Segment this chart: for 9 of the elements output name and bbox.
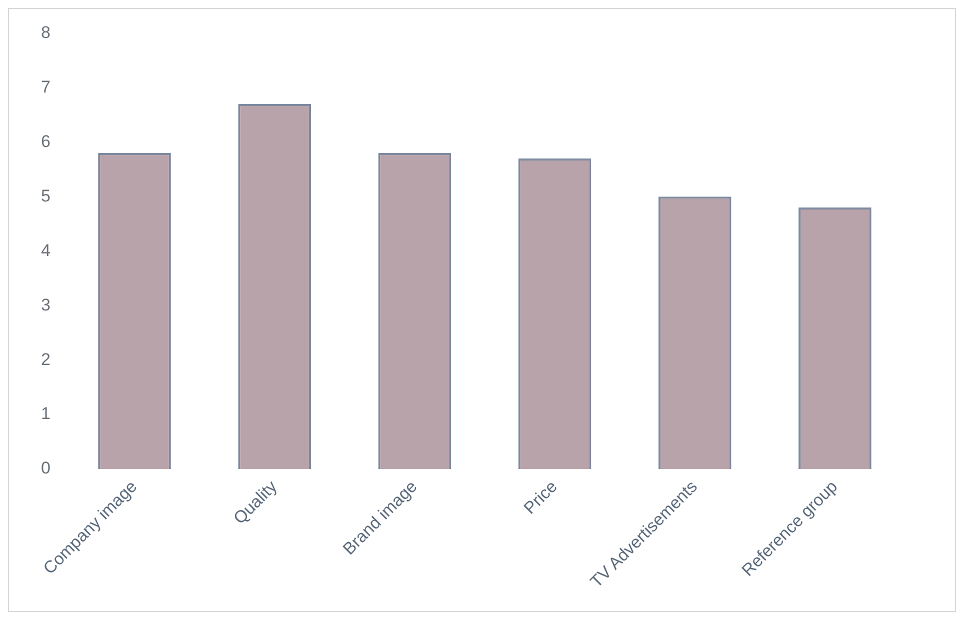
y-tick-label: 8 bbox=[40, 22, 50, 42]
y-tick-label: 3 bbox=[40, 295, 50, 314]
y-tick-label: 4 bbox=[40, 240, 50, 260]
y-tick-label: 5 bbox=[40, 186, 50, 206]
y-tick-label: 7 bbox=[40, 77, 50, 96]
y-tick-label: 6 bbox=[40, 132, 50, 151]
y-tick-label: 2 bbox=[40, 350, 50, 369]
y-tick-label: 0 bbox=[40, 458, 50, 478]
y-tick-label: 1 bbox=[40, 404, 50, 424]
